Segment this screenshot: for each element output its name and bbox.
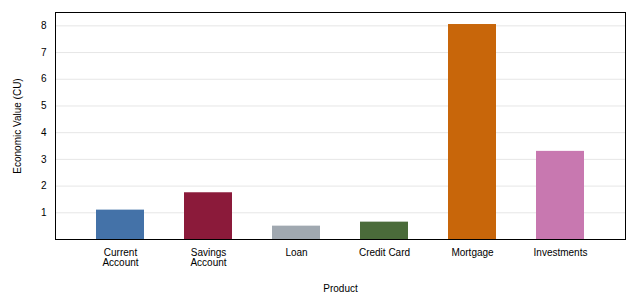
svg-text:Mortgage: Mortgage (451, 247, 494, 258)
svg-text:Loan: Loan (285, 247, 307, 258)
svg-text:2: 2 (41, 180, 47, 191)
svg-text:Credit Card: Credit Card (359, 247, 410, 258)
svg-text:1: 1 (41, 207, 47, 218)
svg-text:5: 5 (41, 100, 47, 111)
svg-text:3: 3 (41, 154, 47, 165)
svg-text:CurrentAccount: CurrentAccount (102, 247, 138, 268)
svg-text:Product: Product (323, 283, 358, 294)
svg-text:Economic Value (CU): Economic Value (CU) (12, 78, 23, 173)
svg-text:Investments: Investments (534, 247, 588, 258)
svg-text:7: 7 (41, 47, 47, 58)
svg-text:4: 4 (41, 127, 47, 138)
svg-text:8: 8 (41, 20, 47, 31)
svg-text:SavingsAccount: SavingsAccount (190, 247, 226, 268)
svg-text:6: 6 (41, 73, 47, 84)
